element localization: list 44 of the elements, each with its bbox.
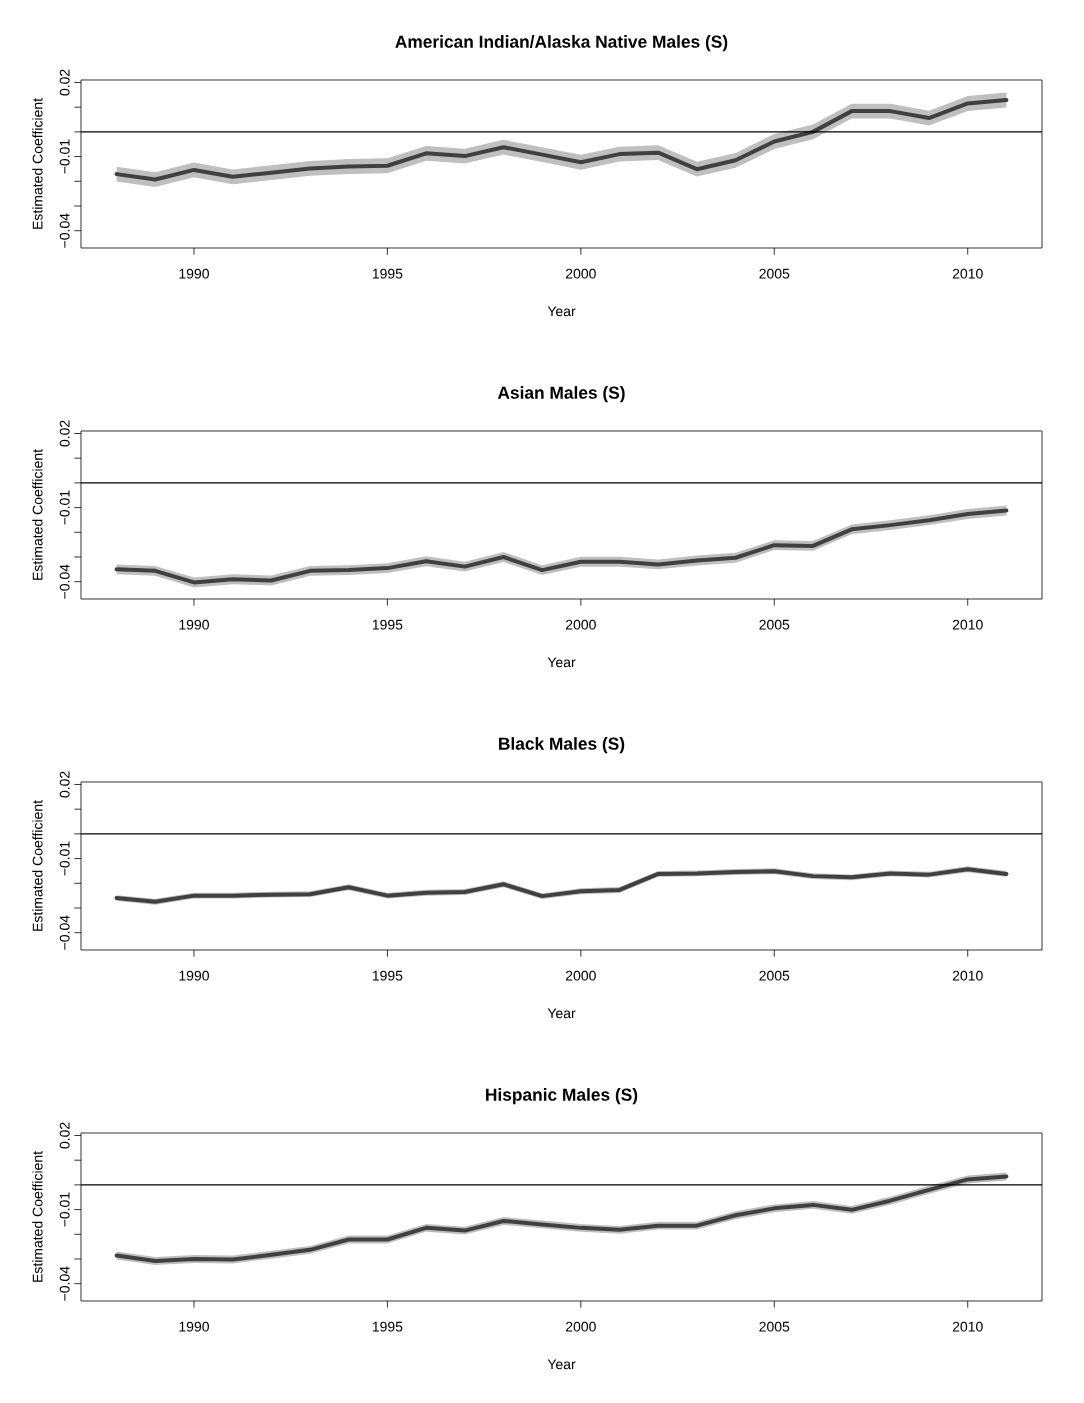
x-tick-label: 2010 xyxy=(952,1321,983,1332)
x-axis-title: Year xyxy=(547,657,576,668)
y-axis-title: Estimated Coefficient xyxy=(32,449,43,580)
y-tick-label: −0.01 xyxy=(59,490,70,525)
x-tick-label: 2000 xyxy=(565,619,596,630)
x-tick-label: 1990 xyxy=(179,970,209,981)
y-tick-label: 0.02 xyxy=(59,1122,70,1149)
x-tick-label: 2000 xyxy=(565,1321,596,1332)
x-tick-label: 2005 xyxy=(759,970,790,981)
x-tick-label: 2005 xyxy=(759,268,790,279)
x-tick-label: 1995 xyxy=(372,268,403,279)
y-tick-label: −0.04 xyxy=(59,915,70,950)
y-tick-label: 0.02 xyxy=(59,420,70,447)
x-tick-label: 1990 xyxy=(179,1321,209,1332)
y-tick-label: −0.01 xyxy=(59,1192,70,1227)
x-tick-label: 2005 xyxy=(759,1321,790,1332)
x-tick-label: 1995 xyxy=(372,970,403,981)
x-tick-label: 2000 xyxy=(565,970,596,981)
x-tick-label: 2005 xyxy=(759,619,790,630)
y-tick-label: −0.04 xyxy=(59,564,70,599)
y-axis-title: Estimated Coefficient xyxy=(32,98,43,229)
x-axis-title: Year xyxy=(547,1359,576,1370)
x-tick-label: 2010 xyxy=(952,970,983,981)
y-tick-label: −0.04 xyxy=(59,213,70,248)
y-tick-label: −0.04 xyxy=(59,1266,70,1301)
y-axis-title: Estimated Coefficient xyxy=(32,1151,43,1282)
chart-title: Hispanic Males (S) xyxy=(486,1088,638,1105)
y-tick-label: −0.01 xyxy=(59,841,70,876)
chart-title: Black Males (S) xyxy=(499,737,625,754)
x-axis-title: Year xyxy=(547,1008,576,1019)
x-tick-label: 1995 xyxy=(372,619,403,630)
y-tick-label: 0.02 xyxy=(59,69,70,96)
x-tick-label: 1990 xyxy=(179,619,209,630)
x-tick-label: 1995 xyxy=(372,1321,403,1332)
chart-title: American Indian/Alaska Native Males (S) xyxy=(395,35,728,52)
x-tick-label: 2000 xyxy=(565,268,596,279)
x-tick-label: 1990 xyxy=(179,268,209,279)
x-tick-label: 2010 xyxy=(952,619,983,630)
chart-title: Asian Males (S) xyxy=(497,386,625,403)
y-tick-label: 0.02 xyxy=(59,771,70,798)
y-tick-label: −0.01 xyxy=(59,139,70,174)
x-axis-title: Year xyxy=(547,306,576,317)
y-axis-title: Estimated Coefficient xyxy=(32,800,43,931)
x-tick-label: 2010 xyxy=(952,268,983,279)
